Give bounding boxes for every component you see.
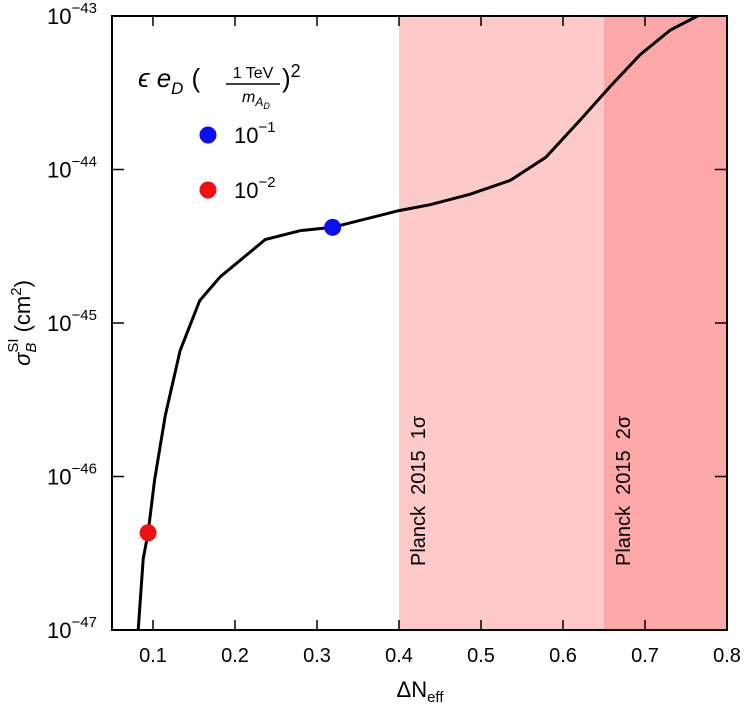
y-axis-label: σBSI (cm2) [5,280,40,366]
y-tick-base: 10 [47,158,71,183]
x-tick-label: 0.8 [713,645,741,667]
legend-denominator-subsub: D [263,101,270,111]
y-label-close: ) [10,280,35,287]
y-label-sup: SI [5,338,22,352]
legend-label: 10−1 [234,119,276,148]
legend-open: ( [191,63,200,93]
y-tick-label: 10−45 [47,307,97,336]
x-tick-label: 0.5 [467,645,495,667]
y-tick-base: 10 [47,465,71,490]
legend-marker [199,181,217,199]
y-tick-exp: −47 [71,614,96,631]
y-tick-exp: −43 [71,0,96,17]
y-label-unit: (cm [10,296,35,333]
legend-label: 10−2 [234,174,276,203]
x-tick-label: 0.6 [549,645,577,667]
y-tick-base: 10 [47,618,71,643]
band [399,16,604,630]
y-label-sub: B [23,343,40,353]
x-tick-label: 0.7 [631,645,659,667]
x-tick-label: 0.4 [385,645,413,667]
legend-marker [199,126,217,144]
legend-numerator: 1 TeV [233,65,274,82]
legend-label-exp: −2 [258,174,275,191]
y-tick-exp: −46 [71,461,96,478]
y-tick-exp: −45 [71,307,96,324]
point [139,524,157,542]
y-tick-base: 10 [47,4,71,29]
band-label: Planck 2015 1σ [408,415,430,566]
band-label: Planck 2015 2σ [613,415,635,566]
x-tick-label: 0.3 [303,645,331,667]
y-tick-label: 10−43 [47,0,97,29]
x-axis-label: ΔNeff [397,677,445,706]
x-label-text: ΔN [397,677,428,702]
x-tick-label: 0.1 [139,645,167,667]
x-tick-label: 0.2 [221,645,249,667]
legend-label-base: 10 [234,123,258,148]
y-tick-exp: −44 [71,154,96,171]
bands [399,16,727,630]
legend-label-exp: −1 [258,119,275,136]
y-label-unit-exp: 2 [8,287,25,295]
legend-prefix: ϵ e [138,63,171,93]
legend-denominator-sub: A [254,95,263,109]
y-tick-label: 10−44 [47,154,97,183]
y-label-symbol: σ [10,352,35,366]
y-tick-base: 10 [47,311,71,336]
legend-label-base: 10 [234,178,258,203]
y-tick-label: 10−47 [47,614,97,643]
point [324,218,342,236]
legend-denominator: mAD [242,89,270,111]
legend-title: ϵ eD ( [138,63,200,98]
legend-denominator-m: m [242,89,255,106]
y-tick-label: 10−46 [47,461,97,490]
legend-close-paren: ) [282,63,291,93]
x-label-sub: eff [427,689,444,706]
legend-close: )2 [282,61,301,93]
legend-exponent: 2 [291,61,301,81]
legend-prefix-sub: D [171,79,183,98]
legend: ϵ eD( 1 TeV mAD )2 [138,61,301,111]
band [604,16,727,630]
